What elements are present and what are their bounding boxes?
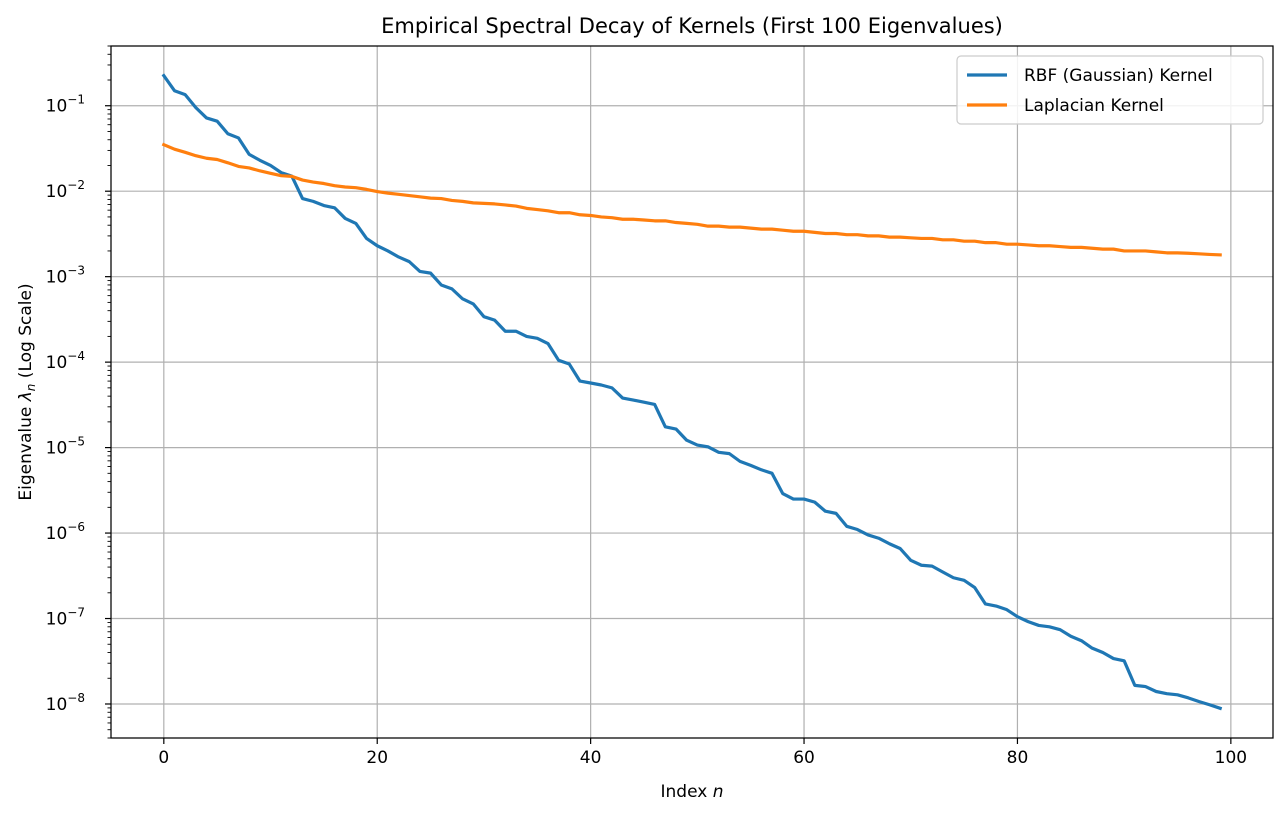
series-line-0	[161, 73, 1223, 711]
plot-frame	[110, 45, 1274, 739]
series-layer	[161, 73, 1223, 711]
chart-title: Empirical Spectral Decay of Kernels (Fir…	[381, 14, 1003, 38]
y-tick-label: 10−3	[46, 264, 85, 288]
x-axis-label: Index n	[661, 782, 724, 802]
x-tick-label: 20	[366, 748, 388, 768]
y-tick-label: 10−6	[46, 520, 85, 544]
x-tick-label: 40	[580, 748, 602, 768]
y-tick-label: 10−5	[46, 435, 85, 459]
legend-label-1: Laplacian Kernel	[1024, 96, 1164, 116]
series-line-1	[161, 142, 1222, 257]
y-tick-label: 10−4	[46, 349, 85, 373]
x-tick-label: 0	[158, 748, 169, 768]
x-tick-label: 60	[793, 748, 815, 768]
x-tick-label: 100	[1215, 748, 1247, 768]
legend-box	[956, 55, 1264, 125]
legend: RBF (Gaussian) Kernel Laplacian Kernel	[956, 55, 1264, 125]
grid	[111, 46, 1273, 738]
legend-label-0: RBF (Gaussian) Kernel	[1024, 66, 1213, 86]
x-tick-label: 80	[1007, 748, 1029, 768]
y-axis-label: Eigenvalue λn (Log Scale)	[16, 283, 38, 500]
